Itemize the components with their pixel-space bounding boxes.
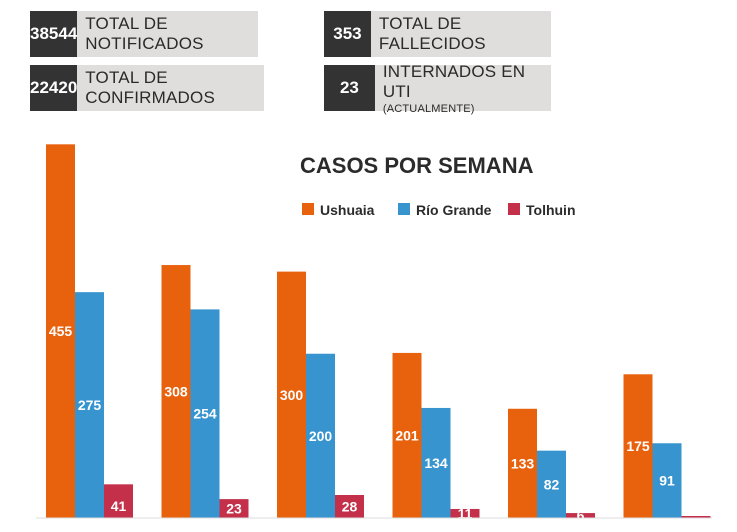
bar-label-tolhuin-1: 41 (111, 498, 127, 514)
bar-label-rio-grande-3: 200 (309, 428, 333, 444)
chart-bars: 455 275 41 308 254 23 300 200 28 201 134 11 133 82 6 17… (46, 144, 711, 524)
stat-uti-value: 23 (324, 65, 375, 111)
stat-confirmados: 22420 TOTAL DE CONFIRMADOS (30, 65, 264, 111)
bar-tolhuin-4 (450, 508, 480, 518)
bar-label-tolhuin-3: 28 (342, 499, 358, 515)
bar-rio-grande-5 (537, 450, 566, 518)
bar-label-ushuaia-1: 455 (49, 323, 73, 339)
bar-label-ushuaia-3: 300 (280, 387, 304, 403)
bar-label-tolhuin-5: 6 (577, 508, 585, 524)
stat-fallecidos-value: 353 (324, 11, 371, 57)
legend-swatch-ushuaia (302, 203, 314, 215)
stat-confirmados-label: TOTAL DE CONFIRMADOS (85, 68, 215, 107)
bar-rio-grande-2 (190, 309, 220, 518)
bar-label-tolhuin-2: 23 (226, 501, 242, 517)
bar-ushuaia-5 (508, 408, 537, 518)
bar-label-ushuaia-6: 175 (626, 438, 650, 454)
bar-ushuaia-3 (277, 271, 306, 518)
bar-tolhuin-1 (104, 484, 133, 518)
bar-ushuaia-1 (46, 144, 75, 518)
stat-notificados-label: TOTAL DE NOTIFICADOS (85, 14, 204, 53)
bar-label-rio-grande-4: 134 (424, 455, 448, 471)
legend-label-rio-grande: Río Grande (416, 202, 492, 218)
stat-uti-sublabel: (ACTUALMENTE) (382, 102, 475, 115)
bar-label-tolhuin-4: 11 (458, 505, 473, 521)
bar-label-rio-grande-5: 82 (544, 476, 560, 492)
bar-label-ushuaia-5: 133 (511, 455, 535, 471)
stat-fallecidos: 353 TOTAL DE FALLECIDOS (324, 11, 551, 57)
bar-label-rio-grande-2: 254 (193, 406, 217, 422)
stat-uti-label: INTERNADOS EN UTI (382, 61, 526, 101)
bar-rio-grande-6 (652, 443, 682, 518)
bar-label-ushuaia-2: 308 (164, 384, 188, 400)
legend-label-ushuaia: Ushuaia (320, 202, 375, 218)
bar-ushuaia-6 (623, 374, 653, 518)
chart-title: CASOS POR SEMANA (300, 153, 534, 178)
stat-fallecidos-label: TOTAL DE FALLECIDOS (378, 14, 486, 53)
bar-tolhuin-6 (681, 516, 711, 518)
stat-notificados-value: 38544 (30, 11, 78, 57)
bar-tolhuin-2 (219, 499, 249, 518)
stat-notificados: 38544 TOTAL DE NOTIFICADOS (30, 11, 258, 57)
legend-label-tolhuin: Tolhuin (526, 202, 576, 218)
stat-uti-label-block: INTERNADOS EN UTI (ACTUALMENTE) (375, 61, 551, 115)
bar-label-rio-grande-6: 91 (659, 473, 675, 489)
bar-ushuaia-4 (392, 352, 422, 518)
bar-rio-grande-1 (75, 292, 104, 518)
bar-label-ushuaia-4: 201 (395, 427, 419, 443)
legend-swatch-rio-grande (398, 203, 410, 215)
stat-uti: 23 INTERNADOS EN UTI (ACTUALMENTE) (324, 61, 551, 115)
bar-tolhuin-3 (335, 495, 364, 518)
stat-confirmados-value: 22420 (30, 65, 78, 111)
bar-label-rio-grande-1: 275 (78, 397, 102, 413)
bar-rio-grande-3 (306, 353, 335, 518)
bar-tolhuin-5 (566, 513, 595, 518)
legend-swatch-tolhuin (508, 203, 520, 215)
bar-rio-grande-4 (421, 407, 451, 518)
bar-ushuaia-2 (161, 265, 191, 518)
chart-legend: Ushuaia Río Grande Tolhuin (302, 202, 576, 218)
